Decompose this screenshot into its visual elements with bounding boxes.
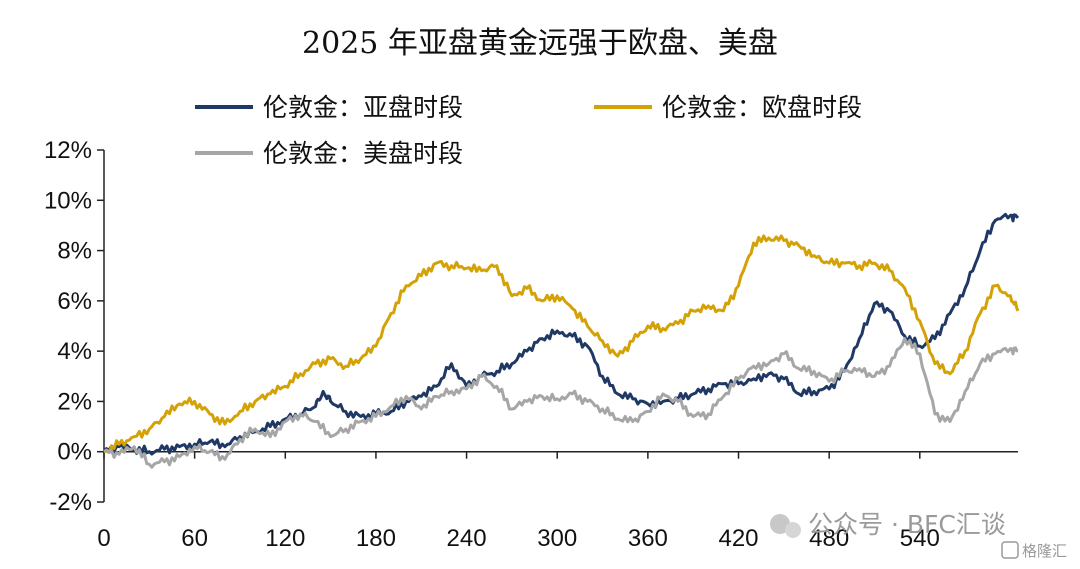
y-tick-label: 2% xyxy=(57,388,92,415)
watermark: 公众号 · BFC汇谈 格隆汇 xyxy=(770,510,1067,560)
chart-title: 2025 年亚盘黄金远强于欧盘、美盘 xyxy=(302,26,778,61)
x-tick-label: 360 xyxy=(628,525,668,552)
x-tick-label: 240 xyxy=(447,525,487,552)
y-tick-label: 10% xyxy=(44,187,92,214)
glh-logo-icon xyxy=(1001,541,1019,559)
y-tick-label: 0% xyxy=(57,439,92,466)
x-tick-label: 0 xyxy=(97,525,110,552)
x-tick-label: 60 xyxy=(181,525,208,552)
series-layer xyxy=(102,212,1020,469)
legend-label-3: 伦敦金：美盘时段 xyxy=(263,139,463,168)
x-tick-label: 120 xyxy=(265,525,305,552)
x-tick-label: 180 xyxy=(356,525,396,552)
y-tick-label: 4% xyxy=(57,338,92,365)
legend-label-1: 伦敦金：亚盘时段 xyxy=(263,93,463,122)
x-axis: 0 60 120 180 240 300 360 420 480 540 xyxy=(97,450,1018,552)
watermark-corner-text: 格隆汇 xyxy=(1022,542,1067,560)
y-axis: -2% 0% 2% 4% 6% 8% 10% 12% xyxy=(44,137,105,516)
y-tick-label: 8% xyxy=(57,238,92,265)
x-tick-label: 540 xyxy=(900,525,940,552)
watermark-text: 公众号 · BFC汇谈 xyxy=(808,510,1006,539)
wechat-icon-small xyxy=(785,522,801,538)
wechat-icon xyxy=(770,514,790,534)
x-tick-label: 480 xyxy=(809,525,849,552)
y-tick-label: -2% xyxy=(49,489,92,516)
legend-label-2: 伦敦金：欧盘时段 xyxy=(662,93,862,122)
x-tick-label: 420 xyxy=(718,525,758,552)
y-tick-label: 12% xyxy=(44,137,92,164)
y-tick-label: 6% xyxy=(57,288,92,315)
series-line-2 xyxy=(103,234,1020,454)
series-line-3 xyxy=(103,337,1019,469)
x-tick-label: 300 xyxy=(537,525,577,552)
series-line-1 xyxy=(102,212,1020,456)
